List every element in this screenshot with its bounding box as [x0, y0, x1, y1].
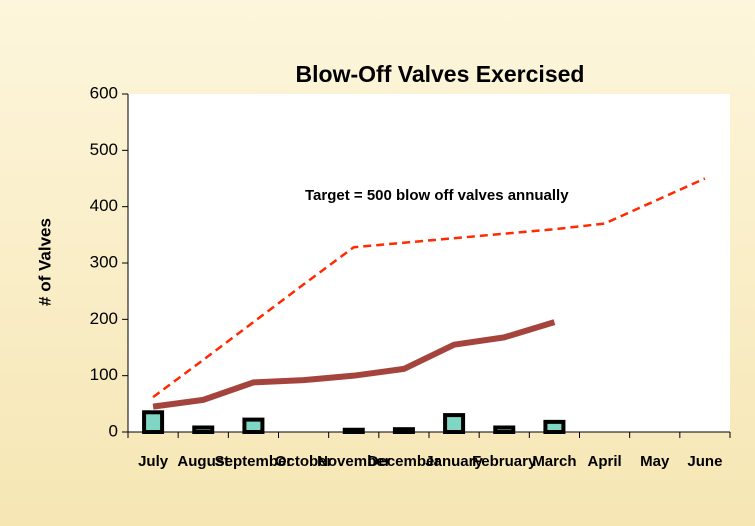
y-tick-label: 200 [90, 309, 118, 328]
x-tick-label: June [687, 453, 722, 470]
x-tick-label: November [317, 453, 391, 470]
bar [443, 413, 466, 435]
x-tick-label: October [275, 453, 333, 470]
x-tick-label: August [177, 453, 229, 470]
chart-title: Blow-Off Valves Exercised [296, 61, 585, 87]
x-tick-label: December [368, 453, 441, 470]
bar [493, 425, 516, 435]
annotation: Target = 500 blow off valves annually [305, 187, 569, 204]
y-tick-label: 600 [90, 83, 118, 102]
x-tick-label: April [587, 453, 621, 470]
bar [392, 427, 415, 434]
target-line [152, 177, 706, 399]
bar [242, 417, 265, 434]
bar [543, 419, 566, 434]
bar [142, 410, 165, 434]
x-tick-label: July [138, 453, 169, 470]
y-tick-label: 0 [109, 421, 118, 440]
bar [192, 425, 215, 435]
x-tick-label: September [215, 453, 293, 470]
x-tick-label: May [640, 453, 670, 470]
y-tick-label: 500 [90, 140, 118, 159]
y-tick-label: 300 [90, 252, 118, 271]
y-tick-label: 100 [90, 365, 118, 384]
x-tick-label: March [532, 453, 576, 470]
plot-area [128, 94, 730, 432]
bar [342, 427, 365, 435]
y-tick-label: 400 [90, 196, 118, 215]
line [152, 319, 556, 410]
x-tick-label: February [472, 453, 537, 470]
x-tick-label: January [425, 453, 483, 470]
y-axis-label: # of Valves [35, 218, 54, 306]
